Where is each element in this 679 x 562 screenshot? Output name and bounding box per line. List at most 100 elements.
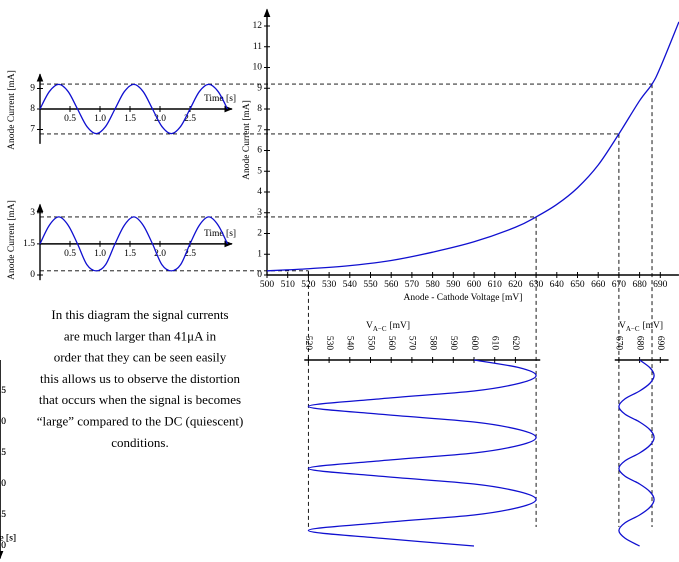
x-tick-label: 590 xyxy=(446,280,461,290)
label-sub: A−C xyxy=(373,325,387,333)
x-axis-label: Anode - Cathode Voltage [mV] xyxy=(404,293,523,303)
y-tick-label: 5 xyxy=(257,166,262,176)
x-tick-label: 2.0 xyxy=(0,479,6,489)
y-tick-label: 1 xyxy=(257,249,262,259)
y-tick-label: 550 xyxy=(365,336,375,351)
x-tick-label: 1.0 xyxy=(94,249,106,259)
y-tick-label: 580 xyxy=(427,336,437,351)
caption-line: are much larger than 41μA in xyxy=(64,328,217,343)
x-tick-label: 550 xyxy=(363,280,378,290)
y-tick-label: 690 xyxy=(655,336,665,351)
y-tick-label: 9 xyxy=(30,84,35,94)
x-tick-label: 2.5 xyxy=(184,249,196,259)
y-tick-label: 3 xyxy=(30,208,35,218)
x-tick-label: 1.0 xyxy=(94,114,106,124)
x-tick-label: 3.0 xyxy=(0,541,6,551)
y-axis-label: Anode Current [mA] xyxy=(7,70,17,150)
x-tick-label: 0.5 xyxy=(0,386,6,396)
y-tick-label: 6 xyxy=(257,146,262,156)
x-tick-label: 0.5 xyxy=(0,386,6,396)
y-axis-label: Anode Current [mA] xyxy=(242,100,252,180)
x-tick-label: 660 xyxy=(591,280,606,290)
caption-line: order that they can be seen easily xyxy=(54,350,227,365)
x-tick-label: 640 xyxy=(550,280,565,290)
label-main: V xyxy=(619,321,626,331)
x-tick-label: 520 xyxy=(301,280,316,290)
caption-line: “large” compared to the DC (quiescent) xyxy=(37,413,244,428)
x-tick-label: 1.5 xyxy=(0,448,6,458)
y-tick-label: 1.5 xyxy=(23,239,35,249)
x-tick-label: 620 xyxy=(508,280,523,290)
caption-line: In this diagram the signal currents xyxy=(51,307,228,322)
signal-curve xyxy=(39,216,229,272)
x-tick-label: 570 xyxy=(405,280,420,290)
x-tick-label: 1.0 xyxy=(0,417,6,427)
y-axis-label: Anode Current [mA] xyxy=(7,200,17,280)
guides xyxy=(40,83,653,527)
x-tick-label: 530 xyxy=(322,280,337,290)
plots: 500 510 520 530 540 550 560 570 580 590 600 610 620 6… xyxy=(0,8,679,560)
y-tick-label: 8 xyxy=(257,104,262,114)
x-tick-label: 650 xyxy=(570,280,585,290)
x-tick-label: 2.0 xyxy=(0,479,6,489)
x-tick-label: 2.0 xyxy=(154,114,166,124)
signal-curve xyxy=(618,359,655,547)
caption-line: this allows us to observe the distortion xyxy=(40,371,241,386)
label-unit: [mV] xyxy=(642,321,663,331)
signal-curve xyxy=(266,21,679,272)
x-tick-label: 580 xyxy=(425,280,440,290)
x-tick-label: 560 xyxy=(384,280,399,290)
x-tick-label: 690 xyxy=(653,280,668,290)
x-tick-label: 670 xyxy=(612,280,627,290)
signal-curve xyxy=(307,359,537,547)
y-tick-label: 560 xyxy=(386,336,396,351)
y-tick-label: 8 xyxy=(30,104,35,114)
x-tick-label: 2.0 xyxy=(154,249,166,259)
y-axis-label: VA−C [mV] xyxy=(619,321,663,332)
caption-line: that occurs when the signal is becomes xyxy=(39,392,241,407)
y-tick-label: 3 xyxy=(257,208,262,218)
x-tick-label: 500 xyxy=(260,280,275,290)
x-tick-label: 680 xyxy=(632,280,647,290)
y-axis-label: VA−C [mV] xyxy=(366,321,410,332)
x-tick-label: 540 xyxy=(343,280,358,290)
x-tick-label: 1.5 xyxy=(0,448,6,458)
x-tick-label: 3.0 xyxy=(0,541,6,551)
y-tick-label: 4 xyxy=(257,187,262,197)
y-tick-label: 7 xyxy=(257,125,262,135)
label-sub: A−C xyxy=(626,325,640,333)
y-tick-label: 7 xyxy=(30,125,35,135)
x-tick-label: 2.5 xyxy=(184,114,196,124)
y-tick-label: 2 xyxy=(257,229,262,239)
signal-curve xyxy=(39,83,229,135)
x-axis-label: Time [s] xyxy=(204,94,236,104)
x-axis-label: Time [s] xyxy=(204,229,236,239)
caption-line: conditions. xyxy=(111,435,168,450)
y-tick-label: 670 xyxy=(614,336,624,351)
x-tick-label: 1.5 xyxy=(124,114,136,124)
x-tick-label: 600 xyxy=(467,280,482,290)
label-unit: [mV] xyxy=(389,321,410,331)
y-tick-label: 10 xyxy=(253,63,263,73)
x-tick-label: 1.5 xyxy=(124,249,136,259)
y-tick-label: 540 xyxy=(345,336,355,351)
x-axis-label: Time [s] xyxy=(0,534,16,544)
y-tick-label: 620 xyxy=(510,336,520,351)
y-tick-label: 520 xyxy=(303,336,313,351)
y-tick-label: 590 xyxy=(448,336,458,351)
x-tick-label: 0.5 xyxy=(64,249,76,259)
y-tick-label: 530 xyxy=(324,336,334,351)
y-tick-label: 570 xyxy=(407,336,417,351)
x-tick-label: 2.5 xyxy=(0,510,6,520)
x-axis-label: Time [s] xyxy=(0,534,16,544)
y-tick-label: 12 xyxy=(253,21,263,31)
y-tick-label: 610 xyxy=(490,336,500,351)
y-tick-label: 600 xyxy=(469,336,479,351)
x-tick-label: 630 xyxy=(529,280,544,290)
y-tick-label: 11 xyxy=(253,42,262,52)
y-tick-label: 9 xyxy=(257,83,262,93)
label-main: V xyxy=(366,321,373,331)
x-tick-label: 0.5 xyxy=(64,114,76,124)
y-tick-label: 0 xyxy=(257,270,262,280)
